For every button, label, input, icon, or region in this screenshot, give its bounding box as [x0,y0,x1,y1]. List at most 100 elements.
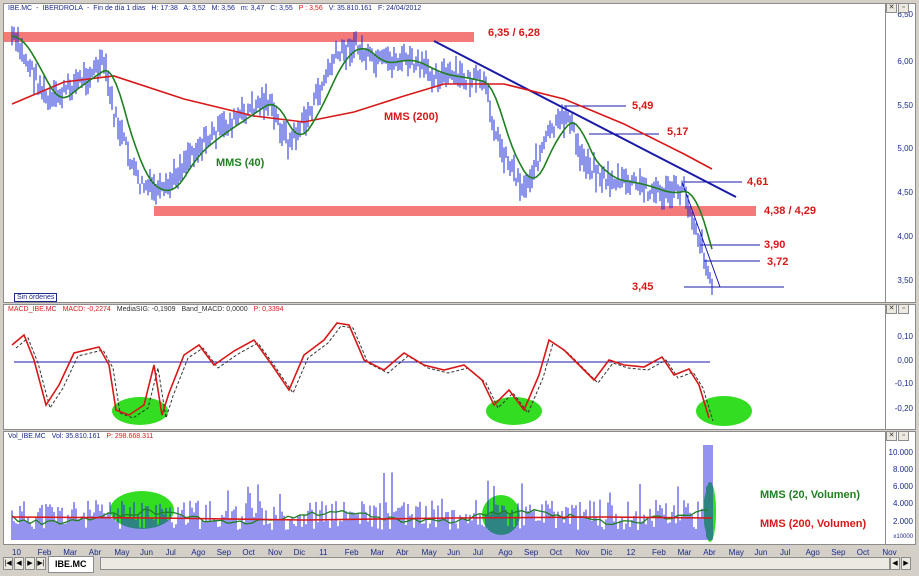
price-tick: 3,50 [897,276,913,285]
month-label: Mar [370,548,385,557]
support-band [154,206,756,216]
month-label: 11 [319,548,328,557]
price-high: M: 3,56 [211,5,235,12]
month-label: Mar [677,548,692,557]
vol-tick: 10.000 [888,448,913,457]
month-label: Jul [780,548,791,557]
price-period: Fin de día 1 días [93,5,146,12]
month-label: Jul [165,548,176,557]
macd-tick: 0,10 [897,332,913,341]
orders-badge[interactable]: Sin órdenes [14,293,58,302]
macd-signal: MediaSIG: -0,1909 [116,306,176,313]
month-label: Jun [447,548,461,557]
label-top-band: 6,35 / 6,28 [488,27,540,39]
month-label: Ago [805,548,820,557]
label-517: 5,17 [667,126,688,138]
tab-ibe[interactable]: IBE.MC [48,556,94,573]
price-axis: 6,50 6,00 5,50 5,00 4,50 4,00 3,50 [886,3,916,303]
label-390: 3,90 [764,239,785,251]
month-label: Sep [831,548,846,557]
macd-chart [11,322,752,426]
volume-chart: MMS (20, Volumen) MMS (200, Volumen) [11,445,866,542]
month-label: Mar [63,548,77,557]
label-bottom-band: 4,38 / 4,29 [764,205,816,217]
month-label: Jun [754,548,768,557]
price-bars [11,26,713,295]
label-345: 3,45 [632,281,653,293]
price-last: P : 3,56 [298,5,323,12]
macd-tick: -0,20 [894,404,913,413]
price-pane-menu[interactable]: ▫ [898,3,909,13]
vol-tick: 6.000 [892,482,913,491]
price-time: H: 17:38 [151,5,178,12]
price-date: F: 24/04/2012 [377,5,422,12]
trendline-main [433,40,737,198]
month-label: Ago [191,548,206,557]
month-label: Nov [882,548,897,557]
macd-value: MACD: -0,2274 [62,306,111,313]
scroll-left-button[interactable]: ◀ [890,557,900,570]
vol-pane-menu[interactable]: ▫ [898,431,909,441]
month-label: Oct [856,548,870,557]
month-label: May [421,548,437,557]
vol-tick: 4.000 [892,499,913,508]
volume-pane[interactable]: Vol_IBE.MC Vol: 35.810.161 P: 298.668.31… [3,431,886,545]
month-label: 10 [12,548,21,557]
macd-highlight-2 [486,397,542,425]
macd-tick: 0,00 [897,356,913,365]
first-page-button[interactable]: |◀ [3,557,13,570]
month-label: Nov [575,548,590,557]
month-label: Abr [396,548,409,557]
scroll-right-button[interactable]: ▶ [901,557,911,570]
month-label: Sep [216,548,232,557]
macd-pane[interactable]: MACD_IBE.MC MACD: -0,2274 MediaSIG: -0,1… [3,304,886,430]
label-549: 5,49 [632,100,653,112]
macd-p: P: 0,3394 [253,306,284,313]
vol-legend-mms20: MMS (20, Volumen) [760,489,860,501]
month-label: Jun [140,548,153,557]
label-461: 4,61 [747,176,768,188]
macd-band: Band_MACD: 0,0000 [181,306,248,313]
vol-p: P: 298.668.311 [106,433,154,440]
mms200-line [11,75,713,170]
last-page-button[interactable]: ▶| [36,557,46,570]
vol-legend-mms200: MMS (200, Volumen) [760,518,866,530]
macd-name: MACD_IBE.MC [8,306,57,313]
label-mms40: MMS (40) [216,157,265,169]
month-label: Jul [472,548,484,557]
macd-highlight-1 [112,397,168,425]
month-label: Abr [703,548,716,557]
month-label: May [114,548,130,557]
month-label: Dic [600,548,613,557]
month-label: Dic [293,548,306,557]
vol-header: Vol_IBE.MC Vol: 35.810.161 P: 298.668.31… [8,433,157,440]
resistance-band [4,32,474,42]
macd-highlight-3 [696,396,752,426]
volume-bars [11,445,713,540]
price-tick: 5,50 [897,101,913,110]
macd-axis: 0,10 0,00 -0,10 -0,20 [886,304,916,430]
macd-pane-close[interactable]: ✕ [886,304,897,314]
price-chart: 6,35 / 6,28 5,49 5,17 4,61 4,38 / 4,29 3… [4,26,816,295]
month-label: Feb [652,548,666,557]
price-volume: V: 35.810.161 [328,5,373,12]
prev-button[interactable]: ◀ [14,557,24,570]
horizontal-scrollbar[interactable] [100,557,890,570]
price-pane[interactable]: IBE.MC - IBERDROLA - Fin de día 1 días H: 17… [3,3,886,303]
macd-signal-line [15,325,714,422]
price-open: A: 3,52 [183,5,206,12]
price-pane-close[interactable]: ✕ [886,3,897,13]
vol-name: Vol_IBE.MC [8,433,46,440]
next-button[interactable]: ▶ [25,557,35,570]
vol-mms20-line [11,508,709,526]
month-label: Feb [344,548,359,557]
month-label: Oct [242,548,255,557]
price-name: IBERDROLA [42,5,83,12]
vol-pane-close[interactable]: ✕ [886,431,897,441]
macd-pane-menu[interactable]: ▫ [898,304,909,314]
price-tick: 6,50 [897,10,913,19]
vol-axis: 10.000 8.000 6.000 4.000 2.000 x10000 [886,431,916,545]
price-low: m: 3,47 [240,5,265,12]
label-mms200: MMS (200) [384,111,439,123]
